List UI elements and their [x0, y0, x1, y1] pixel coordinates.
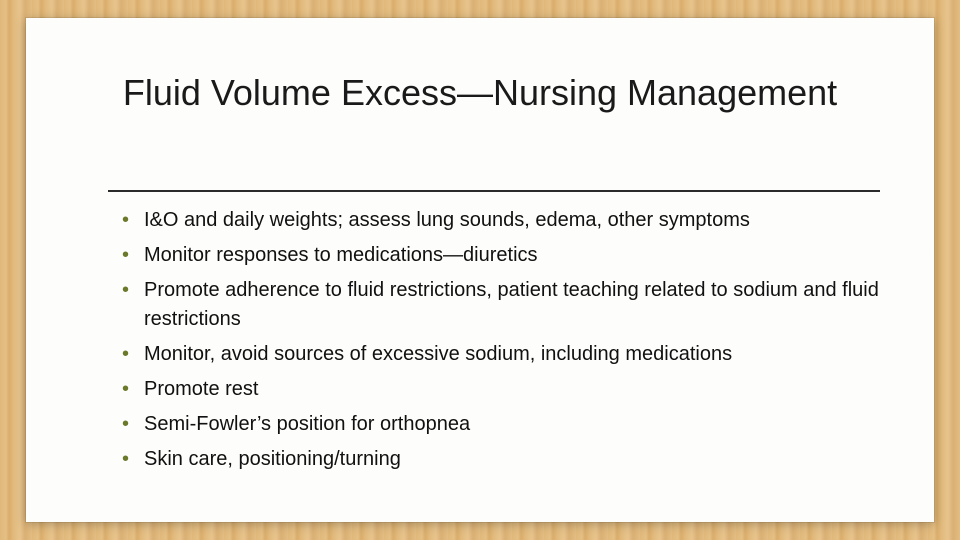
- list-item: • Semi-Fowler’s position for orthopnea: [122, 410, 886, 439]
- slide: Fluid Volume Excess—Nursing Management •…: [0, 0, 960, 540]
- bullet-icon: •: [122, 445, 144, 474]
- bullet-text: Semi-Fowler’s position for orthopnea: [144, 410, 886, 439]
- list-item: • Monitor responses to medications—diure…: [122, 241, 886, 270]
- bullet-text: Skin care, positioning/turning: [144, 445, 886, 474]
- list-item: • Monitor, avoid sources of excessive so…: [122, 340, 886, 369]
- bullet-text: Promote rest: [144, 375, 886, 404]
- bullet-text: Monitor, avoid sources of excessive sodi…: [144, 340, 886, 369]
- slide-title: Fluid Volume Excess—Nursing Management: [26, 70, 934, 115]
- list-item: • I&O and daily weights; assess lung sou…: [122, 206, 886, 235]
- bullet-list: • I&O and daily weights; assess lung sou…: [122, 206, 886, 480]
- list-item: • Promote rest: [122, 375, 886, 404]
- list-item: • Skin care, positioning/turning: [122, 445, 886, 474]
- slide-panel: Fluid Volume Excess—Nursing Management •…: [26, 18, 934, 522]
- bullet-icon: •: [122, 340, 144, 369]
- bullet-text: I&O and daily weights; assess lung sound…: [144, 206, 886, 235]
- bullet-icon: •: [122, 206, 144, 235]
- bullet-icon: •: [122, 276, 144, 305]
- bullet-text: Monitor responses to medications—diureti…: [144, 241, 886, 270]
- bullet-text: Promote adherence to fluid restrictions,…: [144, 276, 886, 334]
- list-item: • Promote adherence to fluid restriction…: [122, 276, 886, 334]
- bullet-icon: •: [122, 241, 144, 270]
- title-divider: [108, 190, 880, 192]
- bullet-icon: •: [122, 375, 144, 404]
- bullet-icon: •: [122, 410, 144, 439]
